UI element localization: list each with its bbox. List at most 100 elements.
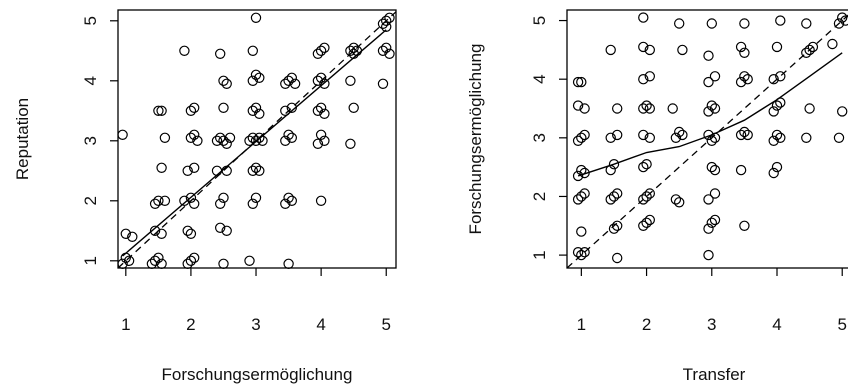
data-point bbox=[377, 45, 389, 57]
data-point bbox=[315, 129, 327, 140]
data-point bbox=[703, 50, 714, 61]
data-point bbox=[612, 129, 623, 141]
data-point bbox=[775, 97, 786, 108]
data-point bbox=[153, 252, 164, 263]
data-point bbox=[709, 103, 721, 114]
data-point bbox=[572, 246, 584, 258]
x-tick-label: 2 bbox=[186, 315, 195, 334]
data-point bbox=[289, 78, 301, 90]
data-point bbox=[644, 132, 656, 143]
data-point bbox=[739, 220, 750, 231]
data-point bbox=[381, 15, 392, 26]
data-point bbox=[120, 228, 132, 239]
data-point bbox=[579, 188, 590, 199]
fit-line bbox=[577, 52, 843, 177]
data-point bbox=[250, 69, 262, 81]
data-point bbox=[283, 258, 294, 269]
data-point bbox=[250, 135, 262, 146]
data-point bbox=[667, 103, 678, 114]
data-point bbox=[572, 100, 584, 111]
data-point bbox=[159, 195, 171, 206]
data-point bbox=[768, 106, 779, 117]
data-point bbox=[377, 18, 389, 29]
data-point bbox=[605, 164, 616, 176]
data-point bbox=[706, 135, 718, 146]
data-point bbox=[182, 258, 193, 269]
x-axis-ticks: 1 2 3 4 5 bbox=[121, 268, 391, 334]
data-point bbox=[188, 252, 200, 263]
data-point bbox=[315, 72, 327, 84]
data-point bbox=[377, 78, 389, 90]
data-point bbox=[185, 192, 197, 203]
data-point bbox=[345, 45, 356, 57]
data-point bbox=[638, 161, 649, 173]
y-tick-label: 4 bbox=[81, 76, 100, 85]
x-tick-label: 2 bbox=[642, 315, 651, 334]
data-point bbox=[182, 165, 193, 176]
data-point bbox=[244, 255, 255, 266]
y-tick-label: 5 bbox=[530, 16, 549, 25]
data-point bbox=[775, 15, 786, 26]
plot-frame bbox=[566, 9, 848, 269]
data-point bbox=[312, 105, 324, 117]
data-point bbox=[286, 72, 297, 84]
data-point bbox=[117, 129, 128, 140]
y-tick-label: 1 bbox=[81, 256, 100, 265]
data-point bbox=[247, 198, 258, 209]
data-point bbox=[638, 220, 649, 231]
y-tick-label: 2 bbox=[81, 196, 100, 205]
data-point bbox=[670, 132, 682, 143]
data-point bbox=[644, 71, 656, 82]
data-point bbox=[768, 73, 779, 85]
data-point bbox=[735, 76, 747, 88]
x-tick-label: 4 bbox=[316, 315, 325, 334]
data-point bbox=[218, 135, 229, 146]
data-point bbox=[247, 105, 258, 117]
data-point bbox=[775, 132, 786, 143]
data-point bbox=[771, 100, 783, 111]
data-point bbox=[641, 217, 652, 228]
data-point bbox=[156, 228, 167, 239]
x-axis-title: Transfer bbox=[683, 365, 746, 384]
data-point bbox=[250, 12, 262, 23]
data-point bbox=[703, 129, 714, 141]
data-point bbox=[579, 129, 590, 141]
data-point bbox=[345, 138, 356, 149]
x-tick-label: 5 bbox=[381, 315, 390, 334]
data-point bbox=[188, 129, 200, 140]
data-point bbox=[159, 132, 171, 143]
data-point bbox=[192, 135, 203, 146]
data-point bbox=[641, 100, 652, 111]
x-tick-label: 1 bbox=[577, 315, 586, 334]
data-point bbox=[280, 135, 291, 146]
data-point bbox=[677, 44, 688, 56]
data-point bbox=[709, 188, 721, 199]
data-point bbox=[381, 21, 392, 32]
data-point bbox=[572, 135, 584, 146]
x-axis-title: Forschungsermöglichung bbox=[162, 365, 353, 384]
data-point bbox=[771, 129, 783, 141]
data-point bbox=[735, 129, 747, 141]
data-point bbox=[670, 194, 682, 205]
data-point bbox=[117, 258, 128, 269]
data-point bbox=[576, 191, 587, 202]
data-point bbox=[214, 222, 226, 233]
x-tick-label: 3 bbox=[707, 315, 716, 334]
data-point bbox=[247, 45, 258, 57]
data-point bbox=[739, 126, 750, 138]
data-point bbox=[576, 164, 587, 176]
data-point bbox=[120, 252, 132, 263]
data-point bbox=[214, 48, 226, 60]
data-point bbox=[221, 78, 232, 90]
data-point bbox=[149, 255, 161, 266]
data-point bbox=[384, 48, 395, 60]
data-point bbox=[214, 132, 226, 143]
data-point bbox=[739, 71, 750, 82]
data-point bbox=[771, 41, 783, 53]
data-point bbox=[319, 42, 330, 54]
data-point bbox=[742, 73, 753, 85]
fit-line-path bbox=[577, 52, 843, 177]
data-point bbox=[576, 132, 587, 143]
data-point bbox=[211, 135, 223, 146]
data-point bbox=[771, 161, 783, 173]
